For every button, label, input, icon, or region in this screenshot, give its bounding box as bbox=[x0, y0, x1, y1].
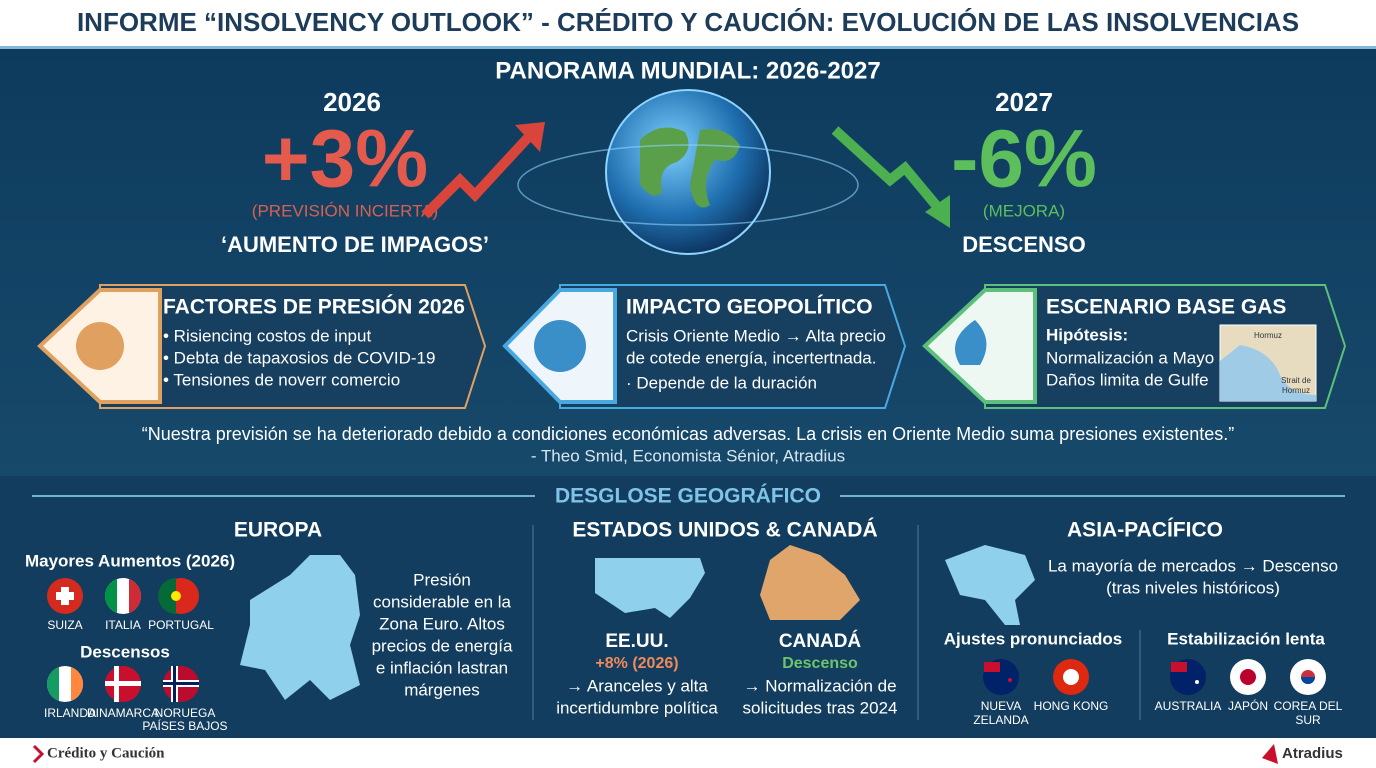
card-subtitle: Hipótesis: bbox=[1046, 325, 1128, 344]
description: márgenes bbox=[404, 680, 480, 699]
country: IRLANDA bbox=[44, 706, 96, 720]
region-title: ASIA-PACÍFICO bbox=[1067, 519, 1223, 542]
quote: “Nuestra previsión se ha deteriorado deb… bbox=[142, 424, 1235, 444]
icon-globe bbox=[534, 320, 586, 372]
bottom-panel bbox=[0, 476, 1376, 738]
panorama-heading: PANORAMA MUNDIAL: 2026-2027 bbox=[495, 57, 880, 84]
note: (MEJORA) bbox=[983, 201, 1065, 220]
strait-water bbox=[1220, 345, 1316, 401]
country-line: incertidumbre política bbox=[556, 698, 718, 717]
map-label: Hormuz bbox=[1282, 386, 1310, 395]
card-line: • Debta de tapaxosios de COVID-19 bbox=[163, 348, 435, 367]
orbit bbox=[517, 144, 859, 226]
quote-attribution: - Theo Smid, Economista Sénior, Atradius bbox=[531, 446, 845, 465]
down-arrow-head bbox=[925, 195, 950, 228]
country-line: → Normalización de bbox=[743, 676, 896, 695]
flag bbox=[163, 666, 199, 702]
summary: La mayoría de mercados → Descenso bbox=[1048, 556, 1338, 575]
map-label: Hormuz bbox=[1254, 331, 1282, 340]
icon-flame bbox=[955, 320, 987, 365]
country: PAÍSES BAJOS bbox=[142, 718, 227, 733]
card-line: • Tensiones de noverr comercio bbox=[163, 370, 400, 389]
title-rule bbox=[0, 46, 1376, 49]
subheading: Mayores Aumentos (2026) bbox=[25, 551, 235, 570]
country: JAPÓN bbox=[1228, 698, 1268, 713]
map-label: Strait de bbox=[1281, 376, 1311, 385]
figure: -6% bbox=[951, 114, 1097, 205]
country: SUIZA bbox=[47, 618, 82, 632]
country: DINAMARCA bbox=[87, 706, 159, 720]
canada-map bbox=[760, 545, 860, 620]
flag bbox=[1230, 659, 1266, 695]
country: NUEVA bbox=[981, 699, 1021, 713]
up-arrow bbox=[421, 126, 539, 219]
footer-brand: Crédito y Caución bbox=[47, 745, 165, 761]
card-line: Normalización a Mayo bbox=[1046, 348, 1214, 367]
up-arrow-head bbox=[515, 122, 545, 152]
country-line: solicitudes tras 2024 bbox=[743, 698, 898, 717]
country-name: CANADÁ bbox=[779, 630, 862, 652]
subheading: Ajustes pronunciados bbox=[944, 629, 1123, 648]
card-line: de cotede energía, incertertnada. bbox=[626, 348, 876, 367]
europe-map bbox=[240, 555, 360, 700]
card-title: ESCENARIO BASE GAS bbox=[1046, 296, 1286, 319]
us-map bbox=[595, 558, 705, 618]
logo-mark bbox=[1262, 744, 1278, 764]
card-title: FACTORES DE PRESIÓN 2026 bbox=[163, 295, 465, 319]
flag bbox=[158, 578, 199, 614]
continents bbox=[640, 127, 740, 208]
country: PORTUGAL bbox=[148, 618, 214, 632]
country: ZELANDA bbox=[973, 713, 1028, 727]
flag bbox=[1170, 659, 1206, 695]
geo-heading: DESGLOSE GEOGRÁFICO bbox=[555, 485, 821, 508]
description: Presión bbox=[413, 570, 471, 589]
country: COREA DEL bbox=[1274, 699, 1343, 713]
card-line: · Depende de la duración bbox=[626, 373, 817, 392]
flag bbox=[104, 578, 142, 614]
label: DESCENSO bbox=[962, 232, 1085, 257]
country-figure: +8% (2026) bbox=[595, 655, 678, 672]
subheading: Estabilización lenta bbox=[1167, 629, 1325, 648]
flag bbox=[105, 666, 141, 702]
card-title: IMPACTO GEOPOLÍTICO bbox=[626, 296, 873, 319]
country: ITALIA bbox=[105, 618, 141, 632]
card-line: • Risiencing costos de input bbox=[163, 326, 371, 345]
country-line: → Aranceles y alta bbox=[566, 676, 708, 695]
country: AUSTRALIA bbox=[1155, 699, 1222, 713]
description: Zona Euro. Altos bbox=[379, 614, 505, 633]
flag bbox=[46, 666, 84, 702]
flag bbox=[47, 578, 83, 614]
card-line: Crisis Oriente Medio → Alta precio bbox=[626, 326, 886, 345]
country: HONG KONG bbox=[1034, 699, 1109, 713]
flag bbox=[1290, 659, 1326, 695]
down-arrow bbox=[831, 126, 944, 214]
description: e inflación lastran bbox=[376, 658, 508, 677]
summary: (tras niveles históricos) bbox=[1106, 578, 1280, 597]
card-line: Daños limita de Gulfe bbox=[1046, 370, 1209, 389]
year: 2026 bbox=[323, 87, 381, 117]
figure: +3% bbox=[262, 114, 428, 205]
icon-coins bbox=[76, 322, 124, 370]
flag bbox=[1053, 659, 1089, 695]
logo-mark bbox=[32, 744, 45, 764]
year: 2027 bbox=[995, 87, 1053, 117]
region-title: EUROPA bbox=[234, 519, 322, 542]
label: ‘AUMENTO DE IMPAGOS’ bbox=[221, 232, 489, 257]
note: (PREVISIÓN INCIERTA) bbox=[252, 201, 438, 220]
asia-map bbox=[945, 545, 1035, 625]
subheading: Descensos bbox=[80, 642, 170, 661]
country-figure: Descenso bbox=[782, 655, 858, 672]
country-name: EE.UU. bbox=[605, 631, 668, 652]
footer-brand: Atradius bbox=[1282, 745, 1343, 762]
title: INFORME “INSOLVENCY OUTLOOK” - CRÉDITO Y… bbox=[77, 7, 1299, 37]
description: precios de energía bbox=[372, 636, 513, 655]
country: NORUEGA bbox=[155, 706, 216, 720]
globe bbox=[605, 89, 771, 255]
description: considerable en la bbox=[373, 592, 512, 611]
flag bbox=[983, 659, 1019, 695]
country: SUR bbox=[1295, 713, 1321, 727]
region-title: ESTADOS UNIDOS & CANADÁ bbox=[572, 519, 877, 542]
